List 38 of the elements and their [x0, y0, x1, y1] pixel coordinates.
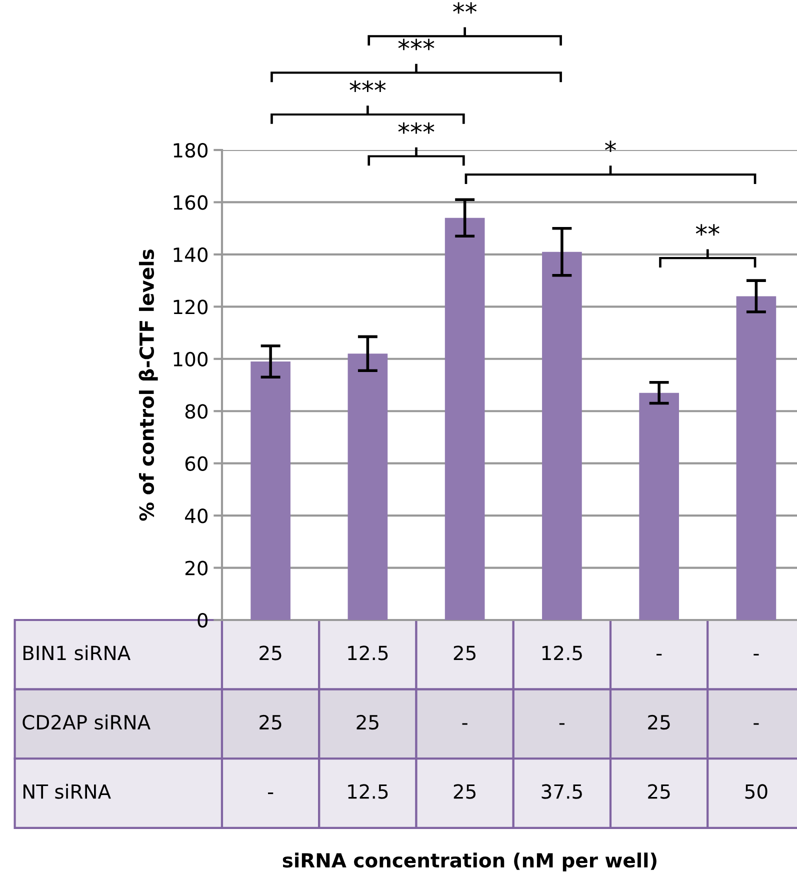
y-tick-label: 80	[185, 404, 208, 419]
y-axis-title: % of control β-CTF levels	[138, 250, 158, 521]
y-tick-label: 100	[174, 352, 208, 367]
text: -	[559, 723, 565, 725]
text: 25	[648, 784, 670, 799]
text: -	[754, 723, 759, 725]
text: NT siRNA	[24, 784, 111, 799]
y-tick-label: 120	[174, 300, 208, 314]
text: ***	[350, 80, 386, 92]
y-tick-label: 20	[185, 560, 208, 576]
text: BIN1 siRNA	[24, 645, 130, 660]
y-tick-label: 180	[174, 142, 208, 158]
y-tick-label: 60	[185, 456, 208, 471]
y-tick-label: 140	[174, 247, 208, 262]
text: 25	[356, 714, 378, 730]
text: 25	[260, 714, 282, 730]
annotation: *	[605, 140, 616, 152]
text: ***	[398, 122, 434, 134]
text: 25	[454, 784, 476, 799]
text: 25	[454, 646, 476, 660]
text: -	[754, 654, 759, 656]
annotation: **	[696, 224, 720, 236]
text: CD2AP siRNA	[22, 714, 150, 730]
text: -	[656, 654, 662, 656]
y-tick-label: 160	[174, 195, 208, 210]
text: 50	[745, 784, 768, 799]
text: 12.5	[542, 646, 582, 660]
text: 12.5	[348, 646, 388, 660]
text: 37.5	[542, 784, 582, 799]
text: -	[462, 723, 468, 725]
text: 12.5	[348, 784, 388, 799]
text: **	[453, 2, 477, 14]
text: siRNA concentration (nM per well)	[282, 852, 656, 872]
text: ***	[398, 38, 434, 50]
text: 25	[260, 646, 282, 660]
text: 25	[648, 714, 670, 730]
text: -	[268, 792, 274, 794]
y-tick-label: 40	[185, 508, 208, 524]
